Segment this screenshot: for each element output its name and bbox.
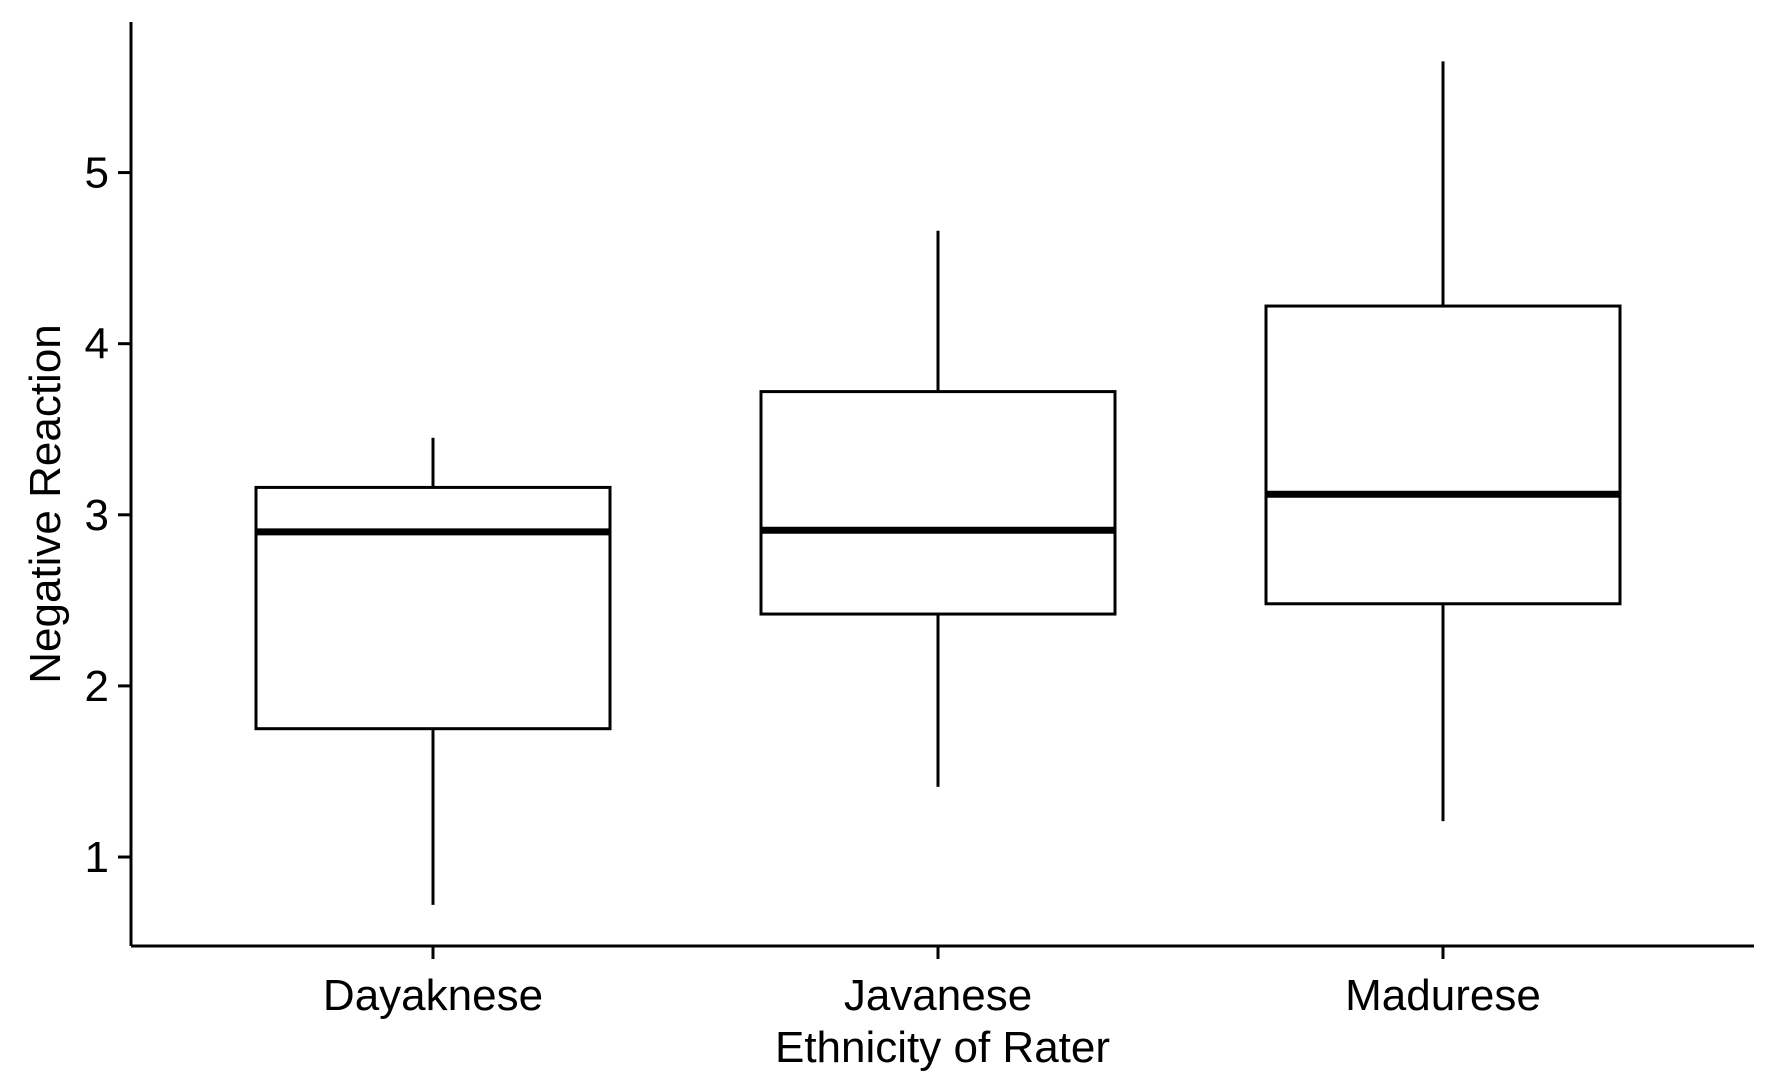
iqr-box [1264,304,1622,606]
box-dayaknese [254,437,612,905]
x-axis-title: Ethnicity of Rater [775,1023,1110,1072]
x-tick-label: Dayaknese [323,971,543,1020]
iqr-box [254,485,612,731]
box-javanese [759,230,1117,787]
x-tick-label: Madurese [1345,971,1541,1020]
x-tick-label: Javanese [844,971,1032,1020]
y-tick-label: 5 [85,149,109,198]
y-axis-title: Negative Reaction [21,324,70,684]
plot-area [254,61,1622,905]
y-tick-label: 1 [85,833,109,882]
y-axis-ticks: 1 2 3 4 5 [85,149,131,882]
y-tick-label: 2 [85,662,109,711]
y-tick-label: 3 [85,491,109,540]
y-tick-label: 4 [85,320,109,369]
x-axis-ticks: Dayaknese Javanese Madurese [323,946,1541,1020]
box-madurese [1264,61,1622,822]
iqr-box [759,390,1117,616]
